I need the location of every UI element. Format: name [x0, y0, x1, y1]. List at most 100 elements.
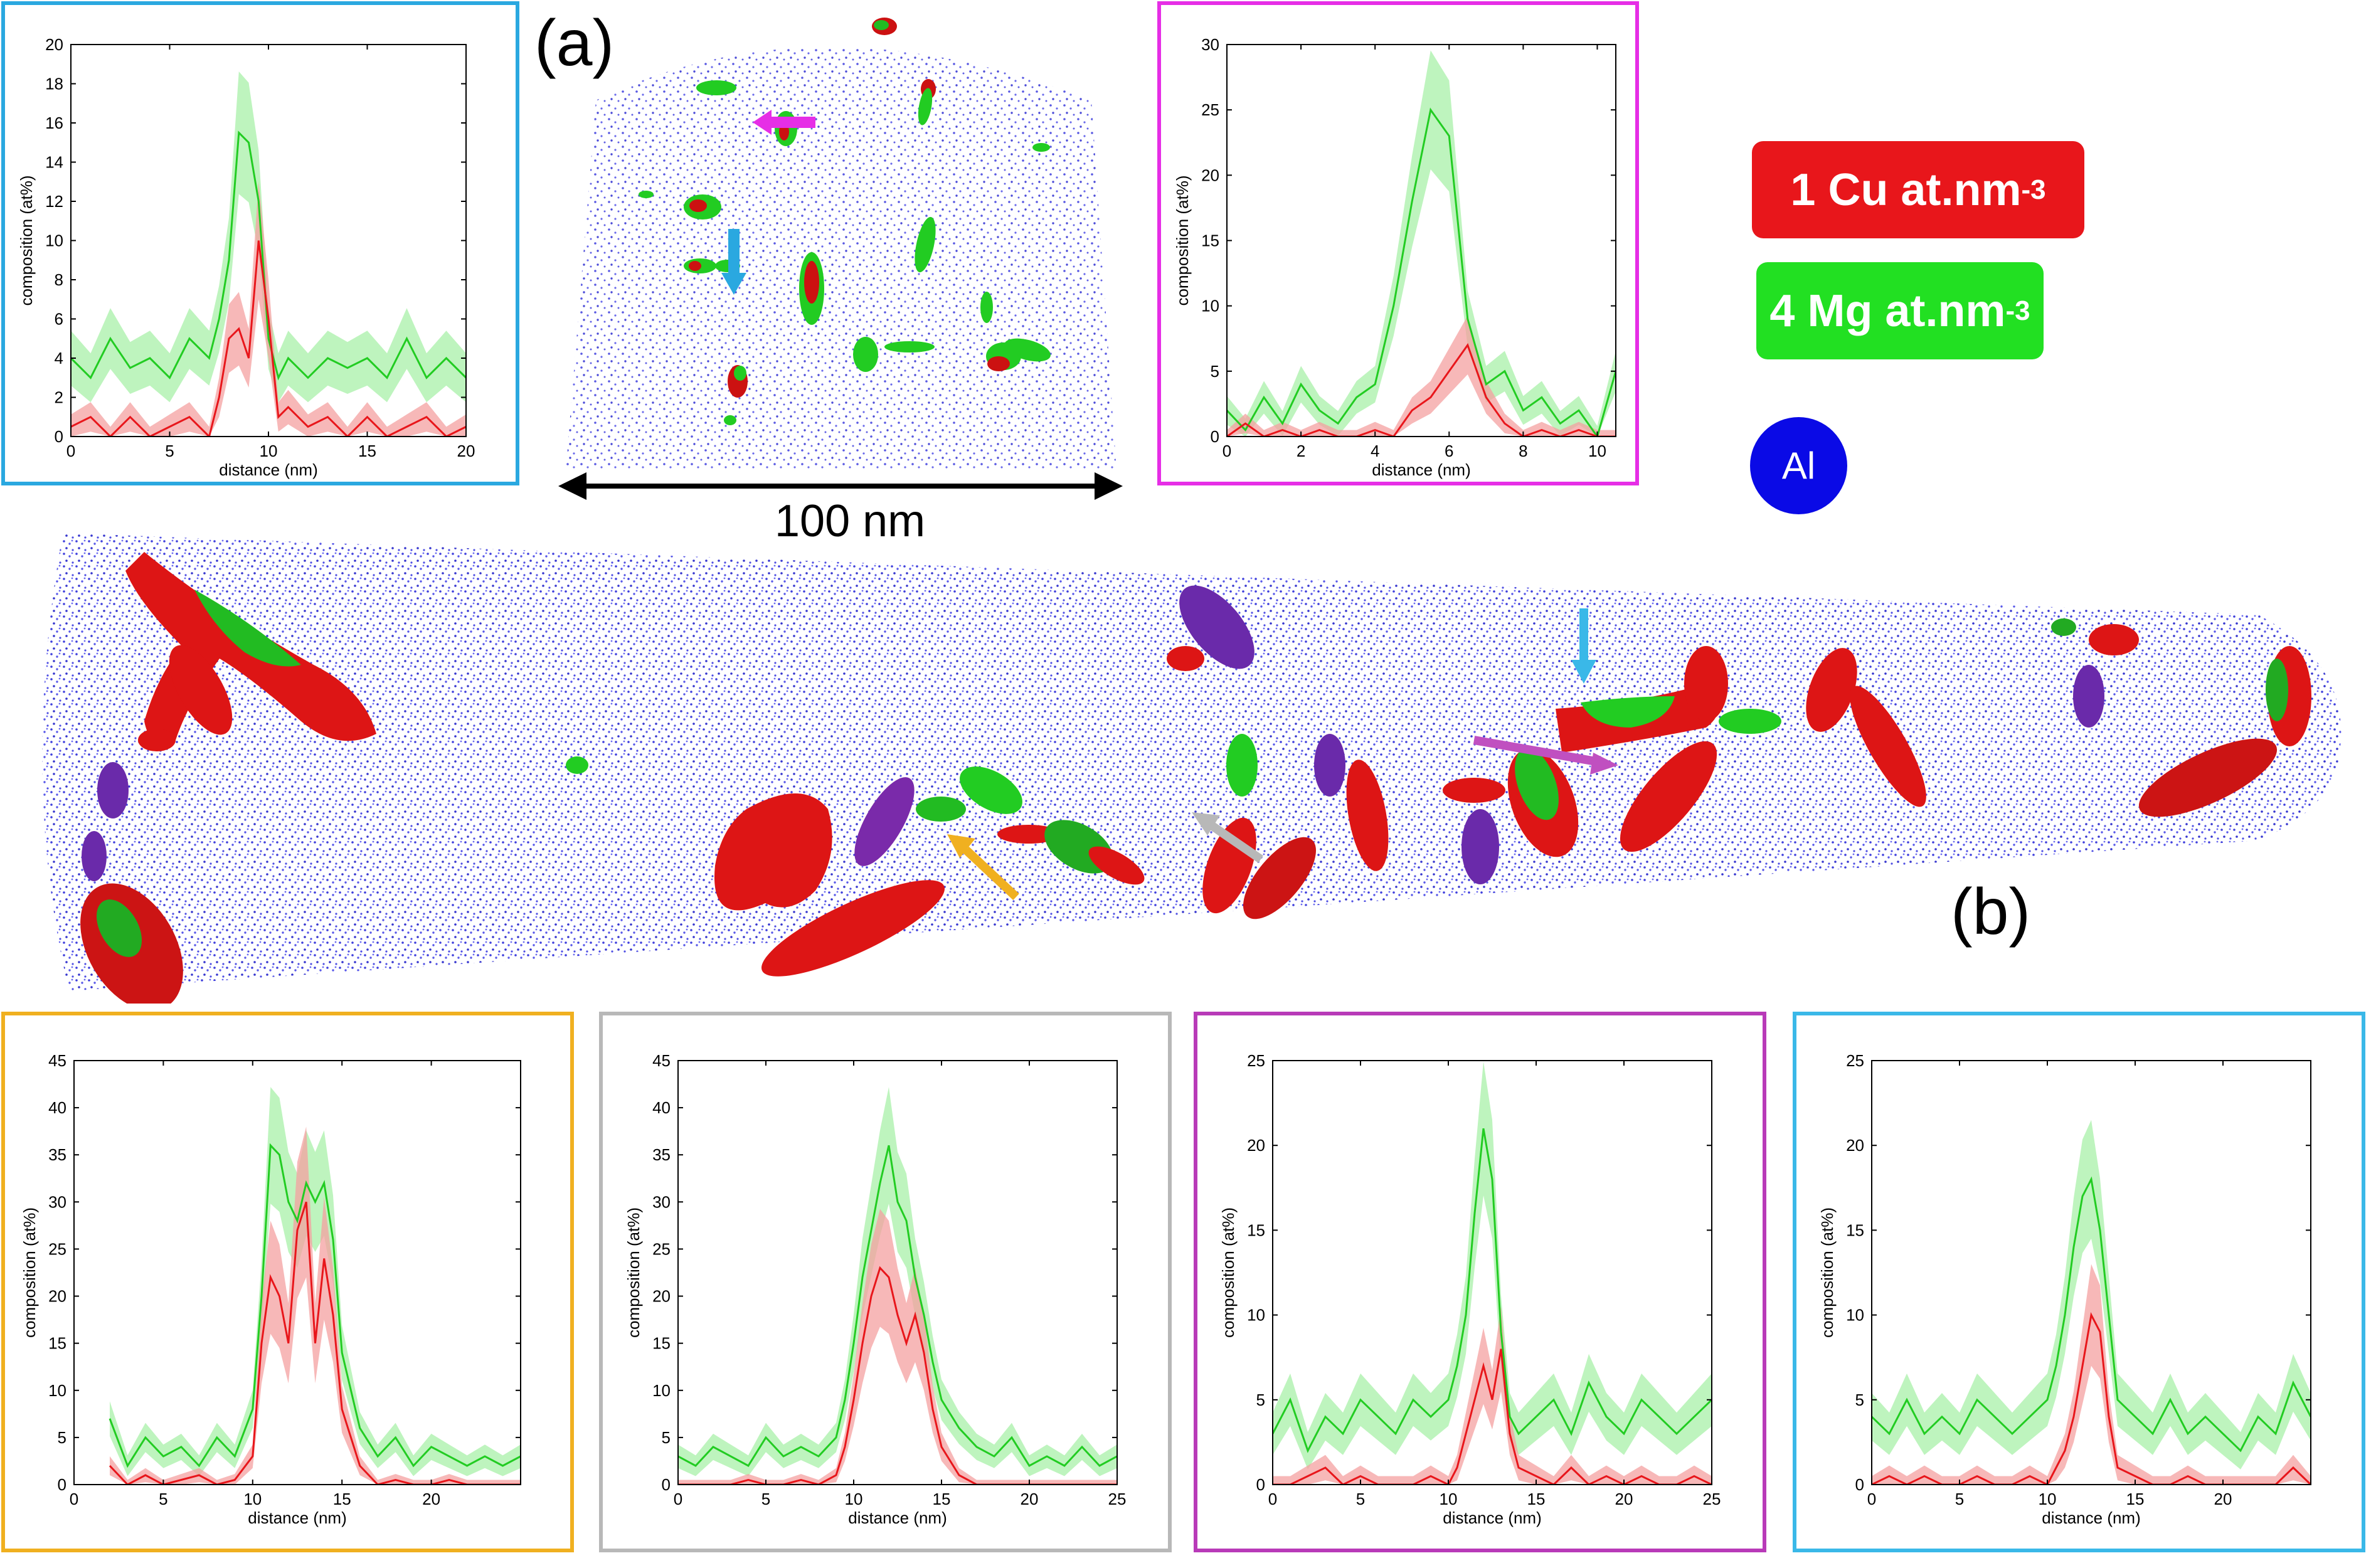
series-band-mg: [1273, 1061, 1712, 1470]
y-axis-label: composition (at%): [1219, 1207, 1238, 1338]
y-tick-label: 14: [45, 153, 63, 172]
series-line-mg: [678, 1145, 1117, 1467]
y-tick-label: 6: [55, 310, 63, 329]
y-tick-label: 10: [45, 231, 63, 250]
y-axis-label: composition (at%): [17, 175, 36, 305]
y-tick-label: 4: [55, 349, 63, 368]
series-band-mg: [110, 1087, 521, 1476]
reconstruction-a-volume: [566, 47, 1117, 470]
chart-a-right: 0 2 4 6 8 10 0 5 10 15 20 25 30 distance (nm) composit…: [1173, 35, 1616, 479]
blue-arrow-a: [721, 229, 746, 295]
y-tick-label: 35: [652, 1145, 671, 1164]
x-tick-label: 25: [1703, 1490, 1721, 1508]
x-axis-label: distance (nm): [2042, 1508, 2141, 1527]
atom-map-a: [566, 18, 1117, 470]
y-tick-label: 5: [1855, 1391, 1864, 1409]
series-band-cu: [71, 181, 466, 437]
y-tick-label: 15: [1201, 231, 1219, 250]
x-tick-label: 5: [761, 1490, 770, 1508]
series-line-cu: [1227, 342, 1616, 437]
y-tick-label: 25: [48, 1239, 66, 1258]
x-tick-label: 10: [260, 442, 278, 460]
y-tick-label: 8: [55, 270, 63, 289]
x-tick-label: 5: [1356, 1490, 1365, 1508]
x-tick-label: 15: [1527, 1490, 1546, 1508]
y-axis-label: composition (at%): [624, 1207, 643, 1338]
series-line-cu: [678, 1266, 1117, 1485]
plot-frame: [73, 1060, 521, 1485]
series-band-mg: [678, 1087, 1117, 1476]
y-tick-label: 15: [1247, 1221, 1265, 1239]
x-tick-label: 10: [845, 1490, 863, 1508]
y-axis-label: composition (at%): [20, 1207, 39, 1338]
y-tick-label: 15: [1846, 1221, 1864, 1239]
chart-b-3: 0 5 10 15 20 25 0 5 10 15 20 25 distance (nm) composi…: [1219, 1051, 1721, 1527]
y-tick-label: 40: [48, 1098, 66, 1117]
y-tick-label: 0: [58, 1475, 66, 1494]
x-axis-label: distance (nm): [1372, 460, 1471, 479]
x-tick-label: 2: [1297, 442, 1305, 460]
precipitates-b: [80, 552, 2311, 1004]
x-tick-label: 15: [933, 1490, 951, 1508]
chart-panel-a-right: 0 2 4 6 8 10 0 5 10 15 20 25 30 distance (nm) composit…: [1157, 1, 1639, 485]
x-tick-label: 0: [674, 1490, 682, 1508]
y-tick-label: 10: [1201, 297, 1219, 315]
legend-mg-text: 4 Mg at.nm: [1769, 285, 2006, 336]
series-band-cu: [1872, 1264, 2311, 1485]
panel-label-b: (b): [1951, 876, 2031, 948]
legend-al-text: Al: [1781, 445, 1816, 487]
grey-arrow-b: [1192, 812, 1263, 863]
series-line-mg: [1273, 1128, 1712, 1453]
y-tick-label: 5: [58, 1428, 66, 1447]
y-tick-label: 25: [1846, 1051, 1864, 1070]
y-tick-label: 12: [45, 192, 63, 211]
series-band-mg: [1227, 50, 1616, 437]
x-tick-label: 10: [243, 1490, 262, 1508]
x-tick-label: 10: [1588, 442, 1606, 460]
orange-arrow-b: [947, 834, 1019, 901]
plot-frame: [1871, 1060, 2311, 1485]
x-axis-label: distance (nm): [848, 1508, 947, 1527]
y-tick-label: 40: [652, 1098, 671, 1117]
chart-panel-b-3: 0 5 10 15 20 25 0 5 10 15 20 25 distance (nm) composi…: [1194, 1012, 1766, 1552]
y-tick-label: 0: [1211, 427, 1219, 446]
chart-b-2: 0 5 10 15 20 25 0 5 10 15 20 25 30 35 40 45 distance (nm…: [624, 1051, 1127, 1527]
series-band-cu: [678, 1209, 1117, 1485]
y-tick-label: 25: [652, 1239, 671, 1258]
series-line-mg: [71, 130, 466, 381]
y-tick-label: 30: [1201, 35, 1219, 54]
y-tick-label: 25: [1201, 100, 1219, 119]
pink-arrow-a: [753, 110, 815, 135]
x-tick-label: 20: [2214, 1490, 2232, 1508]
legend-cu-sup: -3: [2021, 174, 2046, 205]
y-tick-label: 16: [45, 114, 63, 132]
plot-frame: [1272, 1060, 1712, 1485]
reconstruction-b-volume: [42, 533, 2342, 991]
chart-panel-b-2: 0 5 10 15 20 25 0 5 10 15 20 25 30 35 40 45 distance (nm…: [599, 1012, 1172, 1552]
chart-b-4: 0 5 10 15 20 0 5 10 15 20 25 distance (nm) compositi…: [1818, 1051, 2311, 1527]
x-tick-label: 10: [1440, 1490, 1458, 1508]
y-tick-label: 0: [1855, 1475, 1864, 1494]
x-tick-label: 15: [2126, 1490, 2145, 1508]
series-line-cu: [1273, 1348, 1712, 1485]
y-axis-label: composition (at%): [1173, 175, 1192, 305]
y-tick-label: 45: [48, 1051, 66, 1070]
x-tick-label: 25: [1108, 1490, 1127, 1508]
series-band-mg: [1872, 1120, 2311, 1470]
legend-mg-sup: -3: [2005, 295, 2030, 326]
x-tick-label: 5: [159, 1490, 167, 1508]
legend-al: Al: [1750, 417, 1847, 514]
series-band-cu: [1227, 315, 1616, 437]
series-line-cu: [71, 240, 466, 437]
x-tick-label: 10: [2039, 1490, 2057, 1508]
y-tick-label: 25: [1247, 1051, 1265, 1070]
x-tick-label: 5: [165, 442, 174, 460]
panel-label-a: (a): [534, 7, 615, 80]
y-axis-label: composition (at%): [1818, 1207, 1837, 1338]
x-tick-label: 0: [1223, 442, 1231, 460]
x-tick-label: 15: [358, 442, 376, 460]
y-tick-label: 2: [55, 388, 63, 407]
series-line-mg: [1227, 107, 1616, 437]
y-tick-label: 20: [1846, 1136, 1864, 1155]
x-tick-label: 20: [1021, 1490, 1039, 1508]
